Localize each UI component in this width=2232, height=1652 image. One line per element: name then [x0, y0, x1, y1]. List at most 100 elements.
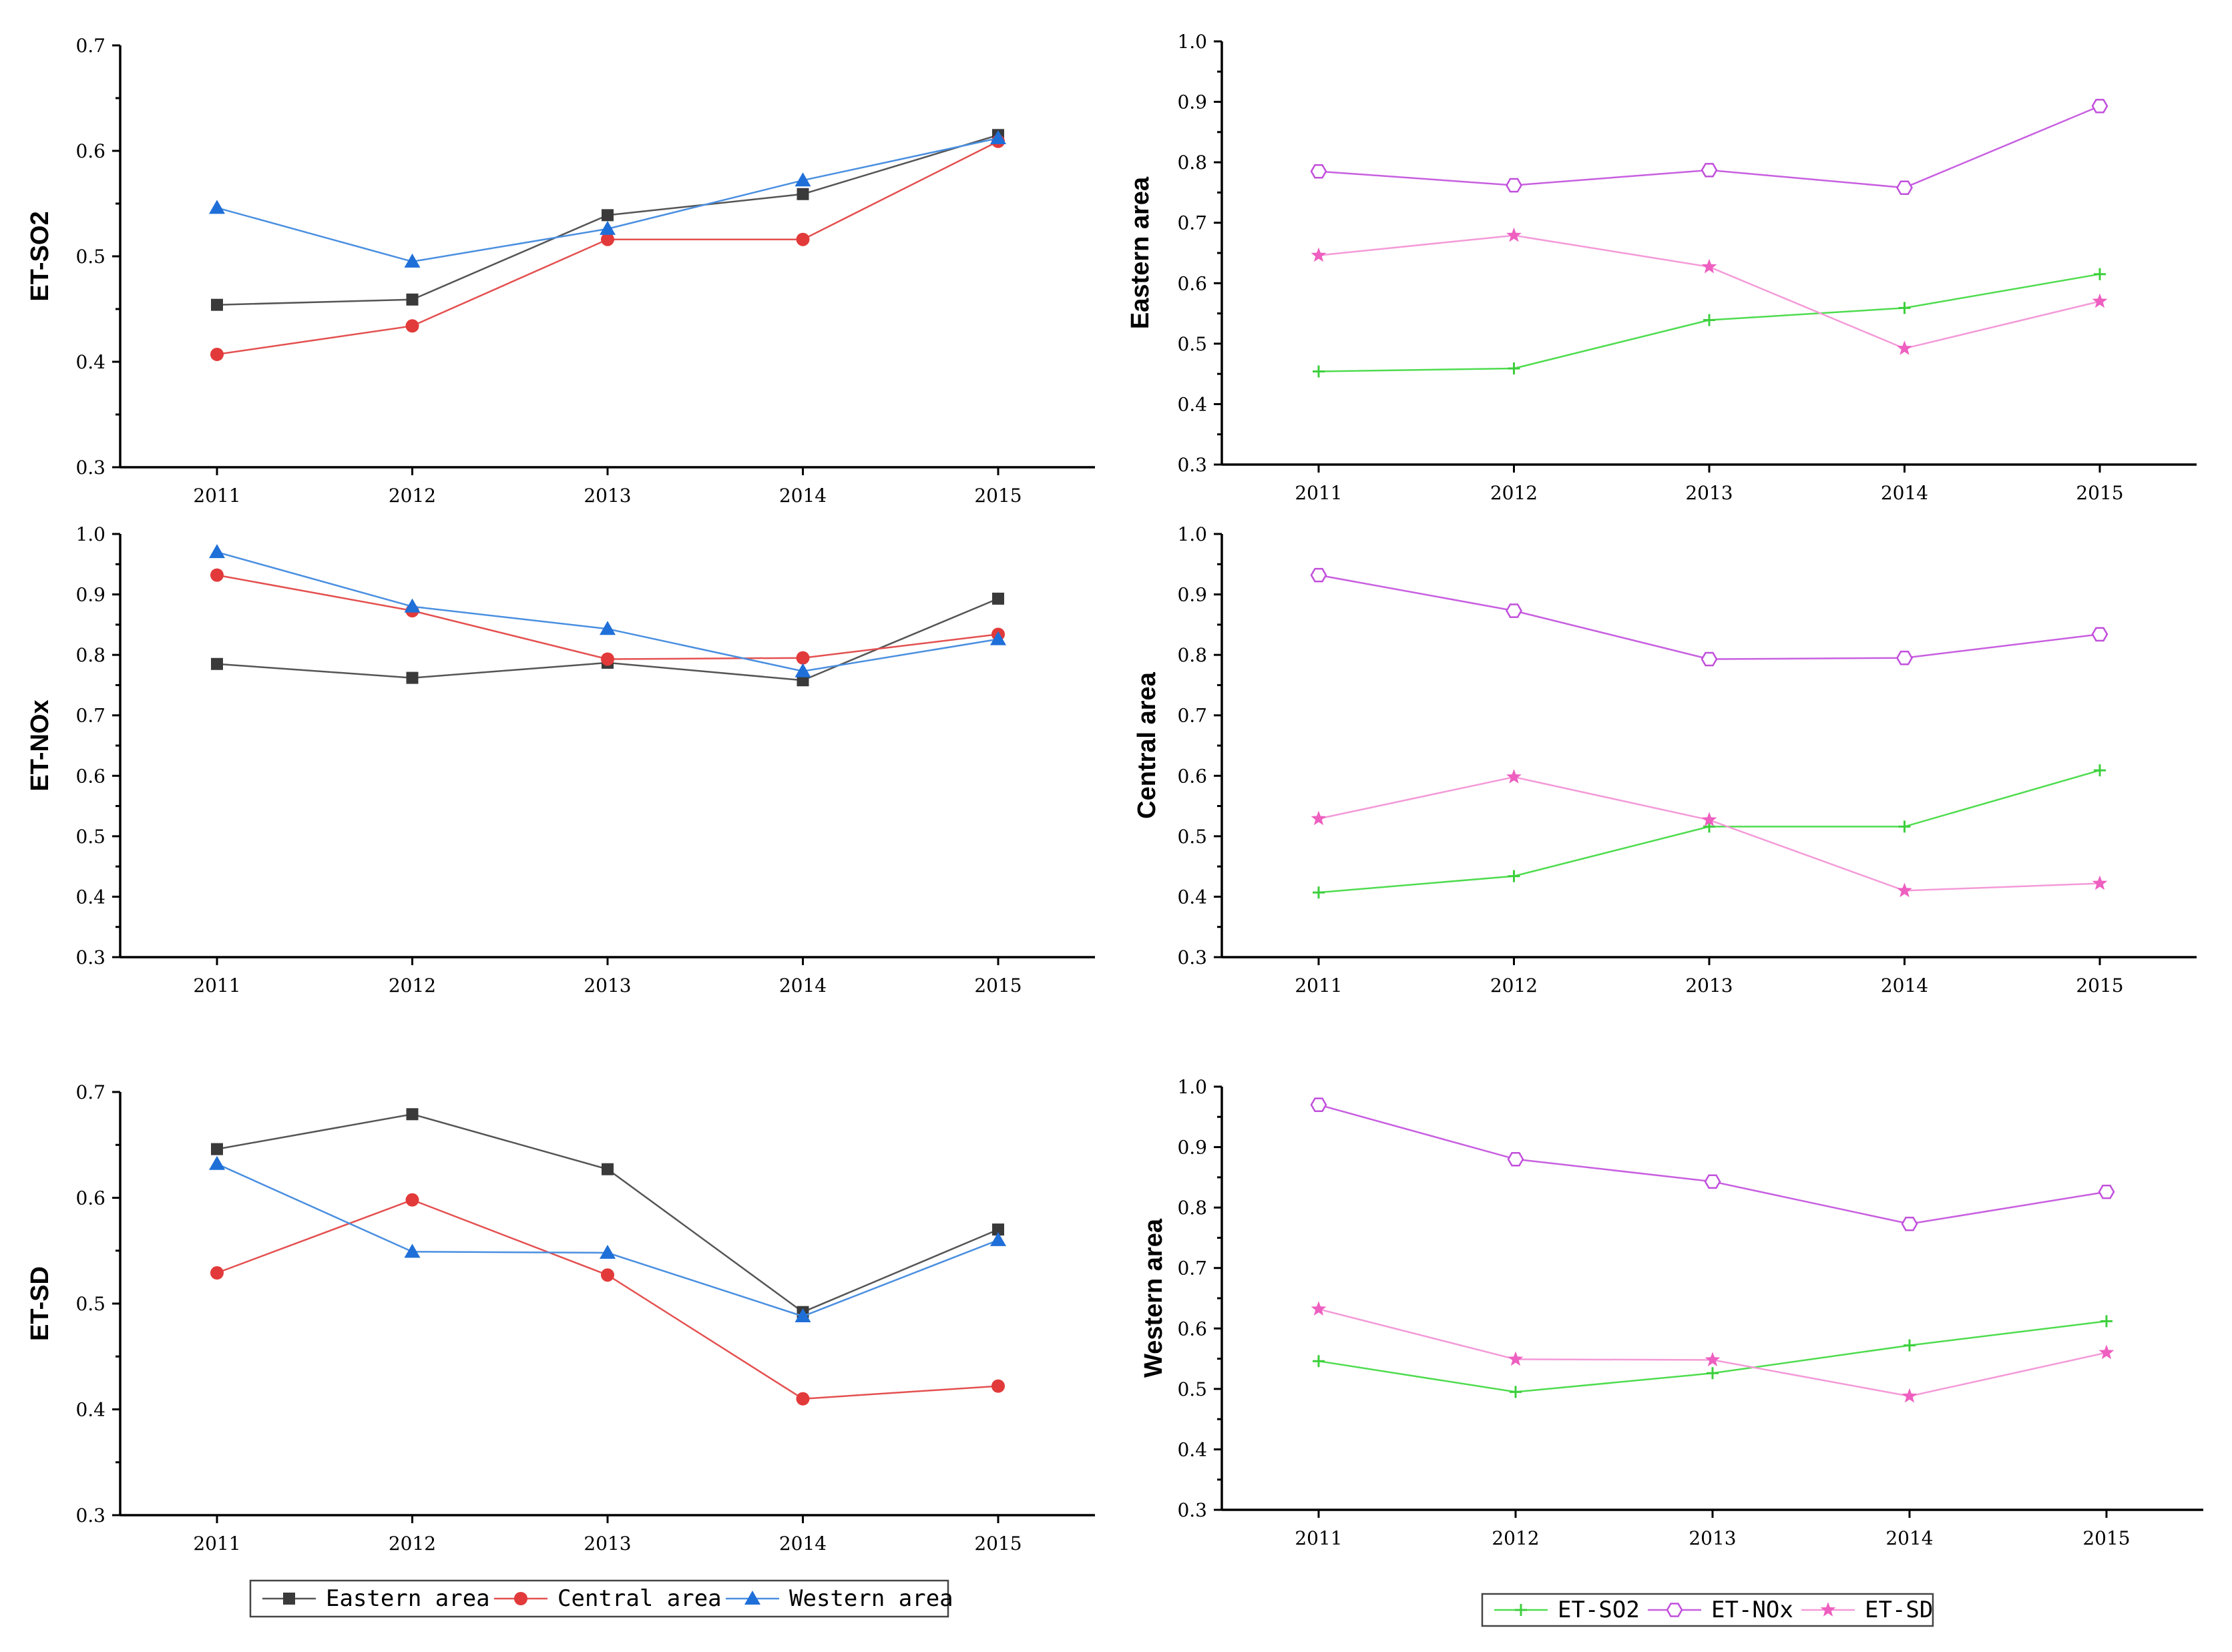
- x-tick-label: 2013: [584, 975, 631, 997]
- data-point-et-nox-2015: [2098, 1184, 2115, 1199]
- x-tick-label: 2012: [389, 485, 436, 507]
- series-et-nox: [1310, 567, 2108, 667]
- data-point-central-area-2011: [210, 347, 224, 361]
- y-tick-label: 0.4: [75, 1399, 105, 1421]
- data-point-et-sd-2015: [2092, 875, 2108, 890]
- x-tick-label: 2014: [1881, 482, 1928, 504]
- data-point-eastern-area-2011: [211, 1143, 223, 1155]
- data-point-et-sd-2012: [1506, 769, 1522, 784]
- series-central-area: [210, 134, 1005, 361]
- data-point-et-sd-2014: [1902, 1388, 1918, 1403]
- y-tick-label: 0.4: [75, 351, 105, 373]
- y-tick-label: 0.6: [75, 140, 105, 162]
- y-tick-label: 0.7: [75, 1081, 105, 1103]
- y-tick-label: 0.3: [75, 946, 105, 969]
- legend-item-et-nox: ET-NOx: [1648, 1597, 1793, 1623]
- y-tick-label: 0.6: [1177, 272, 1207, 294]
- panel-et-so2: 0.3 0.4 0.5 0.6 0.7 2011 2012 2013 2014 2015 ET-SO…: [26, 35, 1095, 507]
- data-point-western-area-2011: [209, 200, 225, 214]
- y-tick-label: 1.0: [1177, 1076, 1207, 1098]
- x-tick-label: 2013: [1685, 975, 1733, 997]
- data-point-et-sd-2012: [1506, 227, 1522, 242]
- panel-western-area: 0.3 0.4 0.5 0.6 0.7 0.8 0.9 1.0 2011 2012 2013 2014…: [1140, 1076, 2203, 1549]
- y-tick-label: 0.3: [1177, 946, 1207, 969]
- data-point-eastern-area-2015: [992, 592, 1004, 605]
- data-point-et-sd-2011: [1311, 810, 1327, 826]
- data-point-central-area-2011: [210, 568, 224, 582]
- legend-frame: [1481, 1593, 1934, 1627]
- x-tick-label: 2014: [779, 485, 827, 507]
- data-point-central-area-2013: [601, 1268, 614, 1282]
- data-point-western-area-2015: [990, 130, 1006, 145]
- x-tick-label: 2013: [1685, 482, 1733, 504]
- series-western-area: [209, 130, 1006, 268]
- x-tick-label: 2015: [974, 975, 1022, 997]
- legend-marker: [1515, 1604, 1527, 1616]
- legend-indicators: ET-SO2 ET-NOx ET-SD: [1481, 1593, 1934, 1627]
- data-point-eastern-area-2011: [211, 298, 223, 311]
- data-point-eastern-area-2012: [406, 293, 419, 306]
- legend-item-eastern-area: Eastern area: [262, 1585, 490, 1612]
- data-point-western-area-2012: [404, 253, 421, 268]
- y-tick-label: 0.5: [1177, 1378, 1207, 1400]
- y-tick-label: 0.8: [1177, 152, 1207, 174]
- data-point-eastern-area-2014: [797, 188, 809, 200]
- data-point-central-area-2014: [796, 1392, 810, 1406]
- y-tick-label: 0.4: [1177, 393, 1207, 415]
- data-point-western-area-2012: [404, 598, 421, 613]
- y-tick-label: 0.5: [1177, 333, 1207, 355]
- legend-marker: [744, 1591, 760, 1605]
- legend-marker: [283, 1593, 295, 1605]
- series-line: [1318, 574, 2100, 660]
- y-tick-label: 0.9: [75, 584, 105, 606]
- data-point-et-sd-2015: [2098, 1344, 2114, 1360]
- data-point-et-sd-2012: [1508, 1351, 1524, 1366]
- y-tick-label: 0.3: [75, 457, 105, 479]
- series-et-so2: [1313, 268, 2106, 378]
- data-point-et-so2-2011: [1313, 365, 1325, 378]
- y-tick-label: 0.7: [1177, 1258, 1207, 1280]
- legend-label: ET-SO2: [1558, 1597, 1640, 1623]
- data-point-et-sd-2014: [1897, 882, 1912, 898]
- x-tick-label: 2014: [779, 975, 827, 997]
- data-point-et-nox-2014: [1901, 1216, 1918, 1231]
- legend-frame: [249, 1579, 949, 1618]
- chart-panels: 0.3 0.4 0.5 0.6 0.7 2011 2012 2013 2014 2015 ET-SO…: [26, 31, 2203, 1555]
- y-tick-label: 0.6: [1177, 1318, 1207, 1340]
- x-tick-label: 2014: [779, 1533, 827, 1555]
- data-point-et-nox-2013: [1701, 163, 1718, 178]
- data-point-et-so2-2015: [2094, 268, 2106, 280]
- data-point-et-so2-2011: [1313, 1355, 1325, 1368]
- data-point-et-sd-2013: [1705, 1352, 1721, 1367]
- y-tick-label: 0.4: [75, 886, 105, 908]
- legend-item-western-area: Western area: [726, 1585, 953, 1612]
- legend-item-et-sd: ET-SD: [1801, 1597, 1933, 1623]
- data-point-et-so2-2013: [1707, 1367, 1719, 1380]
- legend-label: Central area: [557, 1585, 722, 1612]
- data-point-et-sd-2014: [1897, 340, 1912, 355]
- data-point-et-sd-2013: [1701, 812, 1717, 827]
- x-tick-label: 2015: [2082, 1527, 2130, 1549]
- data-point-central-area-2012: [405, 319, 419, 333]
- data-point-western-area-2014: [795, 663, 811, 677]
- x-tick-label: 2011: [1295, 1527, 1342, 1549]
- y-axis-label: ET-NOx: [26, 700, 54, 791]
- data-point-et-sd-2013: [1701, 258, 1717, 274]
- x-tick-label: 2012: [1490, 975, 1538, 997]
- series-eastern-area: [211, 592, 1004, 687]
- x-tick-label: 2011: [1295, 482, 1342, 504]
- legend-label: ET-NOx: [1711, 1597, 1793, 1623]
- series-et-so2: [1313, 1315, 2112, 1398]
- x-tick-label: 2015: [974, 1533, 1022, 1555]
- data-point-et-so2-2012: [1510, 1386, 1522, 1398]
- y-tick-label: 0.9: [1177, 91, 1207, 113]
- legend-marker: [1666, 1603, 1683, 1617]
- data-point-eastern-area-2013: [602, 209, 614, 222]
- data-point-western-area-2011: [209, 1155, 225, 1170]
- series-et-sd: [1311, 227, 2108, 355]
- data-point-et-so2-2015: [2094, 764, 2106, 777]
- panel-et-sd: 0.3 0.4 0.5 0.6 0.7 2011 2012 2013 2014 2015 ET-SD: [26, 1081, 1095, 1555]
- legends: Eastern area Central area Western area ET-S…: [249, 1579, 1934, 1627]
- data-point-central-area-2015: [991, 1379, 1005, 1393]
- x-tick-label: 2011: [1295, 975, 1342, 997]
